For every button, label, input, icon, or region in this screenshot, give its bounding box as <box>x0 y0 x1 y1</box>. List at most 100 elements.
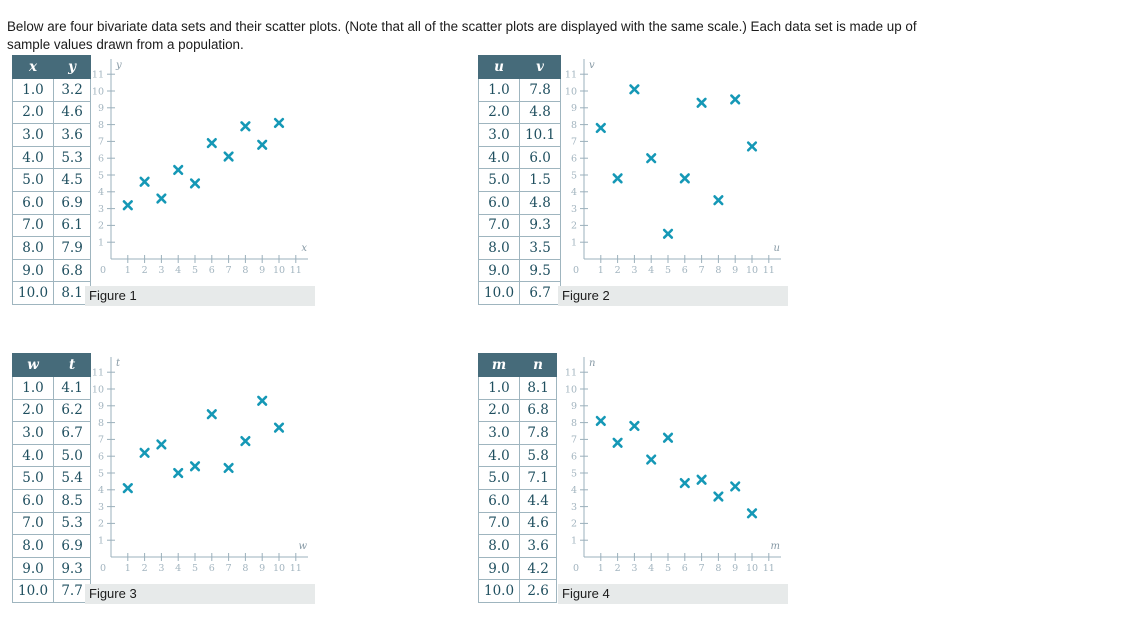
data-point-marker <box>223 462 234 474</box>
y-tick-label: 10 <box>92 86 104 97</box>
data-points <box>122 117 285 211</box>
table-cell: 4.6 <box>519 511 558 536</box>
table-cell: 6.9 <box>53 190 92 215</box>
table-cell: 3.0 <box>11 123 55 147</box>
table-row: 10.0 8.1 <box>11 281 92 305</box>
y-axis-label: y <box>115 60 122 71</box>
table-row: 4.0 5.3 <box>11 145 92 170</box>
table-cell: 10.1 <box>519 123 562 147</box>
x-tick-label: 4 <box>175 563 181 574</box>
x-tick-label: 10 <box>273 265 285 276</box>
table-cell: 4.0 <box>477 443 521 468</box>
data-point-marker <box>679 477 690 489</box>
table-row: 3.0 3.6 <box>11 123 92 147</box>
x-tick-label: 2 <box>142 563 148 574</box>
table-header-row: m n <box>477 353 558 377</box>
x-axis-label: x <box>301 243 307 254</box>
table-cell: 2.0 <box>11 100 55 125</box>
y-tick-label: 10 <box>92 384 104 395</box>
x-tick-label: 4 <box>175 265 181 276</box>
table-cell: 8.1 <box>519 376 558 400</box>
table-cell: 5.3 <box>53 511 92 536</box>
x-tick-label: 11 <box>763 563 775 574</box>
table-cell: 5.0 <box>477 466 521 490</box>
table-cell: 6.0 <box>519 145 562 170</box>
axes <box>580 357 781 561</box>
table-row: 3.0 7.8 <box>477 421 558 445</box>
column-header-y: y <box>53 55 92 79</box>
data-point-marker <box>713 195 724 206</box>
table-row: 5.0 5.4 <box>11 466 92 490</box>
x-tick-label: 2 <box>615 563 621 574</box>
y-tick-label: 1 <box>98 536 104 547</box>
data-table-figure-1: x y 1.0 3.2 2.0 4.6 3.0 3.6 4.0 5.3 5.0 4.5 6.0 6.9… <box>11 55 92 305</box>
table-cell: 4.5 <box>53 168 92 192</box>
table-cell: 4.0 <box>477 145 521 170</box>
data-point-marker <box>713 491 724 502</box>
table-row: 9.0 4.2 <box>477 556 558 581</box>
y-tick-label: 2 <box>98 221 104 232</box>
table-cell: 3.0 <box>477 123 521 147</box>
table-row: 9.0 6.8 <box>11 258 92 283</box>
table-cell: 5.0 <box>11 168 55 192</box>
table-cell: 7.0 <box>11 511 55 536</box>
table-row: 1.0 4.1 <box>11 376 92 400</box>
x-tick-label: 5 <box>665 265 671 276</box>
table-row: 5.0 7.1 <box>477 466 558 490</box>
data-point-marker <box>595 122 606 134</box>
table-cell: 2.0 <box>477 100 521 125</box>
x-tick-label: 10 <box>273 563 285 574</box>
x-tick-label: 7 <box>699 265 705 276</box>
y-tick-label: 5 <box>571 170 577 181</box>
data-points <box>595 84 758 239</box>
y-tick-label: 11 <box>92 70 104 81</box>
table-cell: 10.0 <box>11 579 55 603</box>
table-row: 6.0 8.5 <box>11 488 92 513</box>
data-point-marker <box>122 483 133 494</box>
table-cell: 5.0 <box>53 443 92 468</box>
data-table-figure-2: u v 1.0 7.8 2.0 4.8 3.0 10.1 4.0 6.0 5.0 1.5 6.0 4.… <box>477 55 562 305</box>
data-points <box>122 395 285 494</box>
table-row: 2.0 6.8 <box>477 398 558 423</box>
x-tick-label: 7 <box>226 265 232 276</box>
table-cell: 9.3 <box>519 213 562 238</box>
table-cell: 9.0 <box>11 556 55 581</box>
table-row: 7.0 4.6 <box>477 511 558 536</box>
table-cell: 1.0 <box>477 78 521 102</box>
data-point-marker <box>612 437 623 448</box>
y-tick-label: 2 <box>571 519 577 530</box>
column-header-w: w <box>11 353 55 377</box>
table-cell: 3.2 <box>53 78 92 102</box>
table-row: 8.0 3.5 <box>477 236 562 260</box>
table-cell: 10.0 <box>11 281 55 305</box>
x-axis-label: u <box>774 243 780 254</box>
figure-caption-3: Figure 3 <box>85 584 315 604</box>
data-point-marker <box>679 173 690 184</box>
x-tick-label: 11 <box>763 265 775 276</box>
y-tick-label: 6 <box>571 154 577 165</box>
y-axis-label: n <box>589 358 595 369</box>
data-points <box>595 415 758 519</box>
data-point-marker <box>122 200 133 211</box>
table-cell: 6.0 <box>477 190 521 215</box>
table-header-row: w t <box>11 353 92 377</box>
table-row: 6.0 6.9 <box>11 190 92 215</box>
x-tick-label: 2 <box>142 265 148 276</box>
table-cell: 9.0 <box>477 556 521 581</box>
table-cell: 7.7 <box>53 579 92 603</box>
y-tick-label: 7 <box>98 435 104 446</box>
table-cell: 5.0 <box>11 466 55 490</box>
table-row: 7.0 5.3 <box>11 511 92 536</box>
y-tick-label: 5 <box>98 468 104 479</box>
table-row: 8.0 6.9 <box>11 534 92 558</box>
table-cell: 9.0 <box>477 258 521 283</box>
x-tick-label: 3 <box>158 563 164 574</box>
data-point-marker <box>730 94 741 105</box>
table-cell: 7.1 <box>519 466 558 490</box>
table-cell: 4.4 <box>519 488 558 513</box>
table-row: 3.0 6.7 <box>11 421 92 445</box>
